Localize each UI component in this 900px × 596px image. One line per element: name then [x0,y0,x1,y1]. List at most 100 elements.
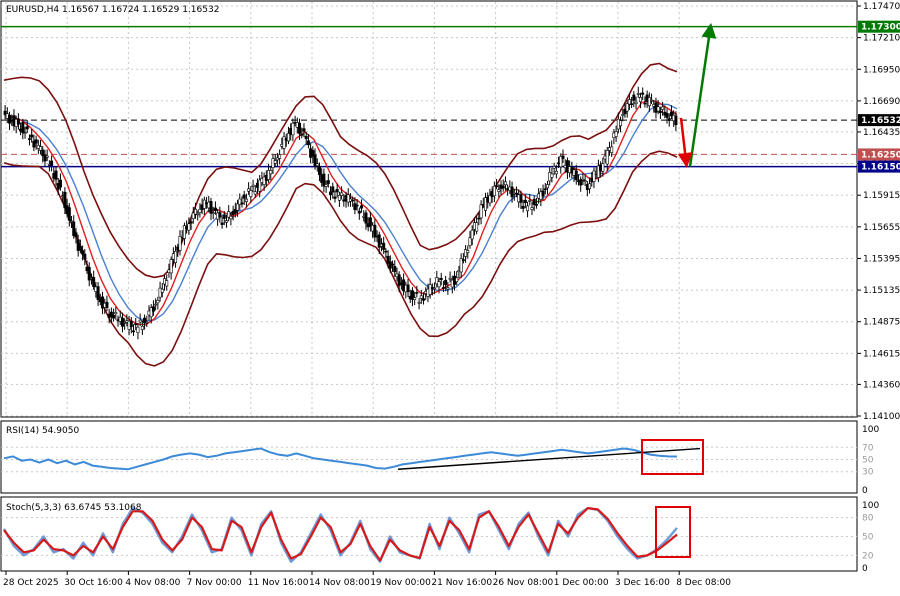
candle-body [278,154,282,159]
candle-body [592,170,596,182]
candle-body [143,317,147,324]
candle-body [134,323,138,325]
candle-body [114,312,118,315]
x-tick-label: 11 Nov 16:00 [248,578,309,588]
candle-body [353,203,357,210]
candle-body [331,186,335,193]
candle-body [477,217,481,220]
candle-body [220,222,224,225]
candle-body [665,113,669,118]
rsi-title: RSI(14) 54.9050 [6,426,79,436]
candle-body [647,97,651,107]
candle-body [455,277,459,283]
y-tick-label: 1.17210 [863,34,900,44]
stoch-y-label: 0 [862,564,868,574]
candle-body [189,221,193,224]
candle-body [96,286,100,300]
candle-body [428,284,432,295]
candle-body [605,150,609,165]
y-tick-label: 1.14360 [863,380,900,390]
candle-body [273,160,277,164]
candle-body [667,118,671,121]
arrow-up [688,22,717,167]
level-label-bg [858,160,900,173]
candle-body [475,222,479,232]
candle-body [211,212,215,215]
candle-body [193,208,197,215]
candle-body [191,212,195,219]
candle-body [213,207,217,211]
candle-body [101,296,105,309]
candle-body [503,181,507,186]
candle-body [140,325,144,330]
candle-body [251,184,255,187]
candle-body [238,198,242,205]
candle-body [322,173,326,187]
candle-body [528,200,532,202]
candle-body [470,229,474,240]
y-tick-label: 1.15395 [863,254,900,264]
candle-body [87,266,91,281]
candle-body [579,179,583,186]
moving-average-blue [3,103,678,322]
x-tick-label: 19 Nov 00:00 [370,578,431,588]
candle-body [610,146,614,153]
candle-body [198,208,202,213]
candle-body [596,165,600,178]
candle-body [464,249,468,257]
x-tick-label: 3 Dec 16:00 [615,578,670,588]
candle-body [417,301,421,304]
candle-body [244,198,248,202]
candle-body [581,178,585,181]
candle-body [267,170,271,180]
candle-body [435,277,439,285]
candle-body [313,154,317,167]
candle-body [397,274,401,286]
candle-body [298,122,302,134]
rsi-y-label: 50 [862,456,874,466]
candle-body [291,122,295,136]
candle-body [632,94,636,101]
candle-body [302,128,306,132]
candle-body [377,234,381,248]
candle-body [151,306,155,312]
candle-body [393,266,397,273]
candle-body [526,205,530,212]
candle-body [58,179,62,188]
y-tick-label: 1.16435 [863,128,900,138]
candle-body [32,140,36,148]
candle-body [227,211,231,218]
candle-body [39,146,43,151]
candle-body [72,221,76,236]
y-tick-label: 1.16950 [863,65,900,75]
candle-body [351,199,355,202]
candle-body [337,195,341,201]
x-axis: 28 Oct 2025 30 Oct 16:00 4 Nov 08:00 7 Nov … [3,571,731,588]
candle-body [638,96,642,103]
main-title: EURUSD,H4 1.16567 1.16724 1.16529 1.1653… [6,5,219,15]
x-tick-label: 30 Oct 16:00 [64,578,123,588]
x-tick-label: 26 Nov 08:00 [493,578,554,588]
candle-body [534,204,538,206]
arrow-down [677,117,693,168]
candle-body [156,300,160,304]
candle-body [501,185,505,189]
candle-body [27,138,31,140]
y-tick-label: 1.15915 [863,191,900,201]
candle-body [466,250,470,253]
candle-body [419,295,423,299]
candle-body [67,207,71,221]
candle-body [479,204,483,219]
rsi-y-label: 100 [862,425,879,435]
level-label: 1.17300 [861,23,900,33]
candle-body [329,191,333,196]
candle-body [174,250,178,263]
candle-body [286,133,290,142]
candle-body [160,288,164,293]
candle-body [229,215,233,220]
candle-body [182,225,186,239]
candle-body [169,259,173,274]
candle-body [335,188,339,193]
candle-body [23,132,27,134]
